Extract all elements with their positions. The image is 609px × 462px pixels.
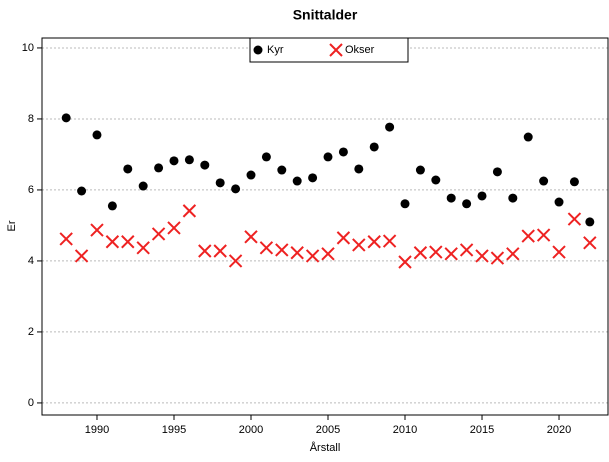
point [352,238,366,252]
x-tick-label: 2010 [393,424,417,436]
point [508,193,518,203]
point [121,235,135,249]
point [105,235,120,249]
point [169,156,179,166]
point [261,152,271,162]
point [107,201,117,211]
x-axis-label: Årstall [310,441,341,454]
point [536,228,551,242]
y-tick-label: 4 [28,255,34,267]
y-tick-label: 6 [28,184,34,196]
y-tick-label: 10 [22,42,34,54]
point [369,142,379,152]
point [90,223,104,237]
plot-frame [41,37,609,416]
point [275,243,289,257]
x-tick-label: 2020 [547,424,571,436]
x-tick-label: 2005 [316,424,340,436]
point [431,175,441,185]
point [338,147,348,157]
point [583,236,597,250]
point [123,164,133,174]
point [200,160,210,170]
point [292,176,302,186]
point [321,247,335,261]
point [398,255,412,269]
x-tick-label: 2015 [470,424,494,436]
point [567,212,582,226]
point [539,176,549,186]
point [444,247,458,261]
point [492,167,502,177]
y-tick-label: 2 [28,326,34,338]
legend-label: Kyr [267,44,284,56]
point [138,181,148,191]
point [77,186,87,196]
point [446,193,456,203]
legend-label: Okser [345,44,375,56]
point [308,173,318,183]
point [552,245,566,259]
point [367,235,381,249]
point [136,241,150,255]
x-tick-label: 1995 [162,424,186,436]
point [74,249,89,263]
point [259,241,274,255]
point [490,251,505,265]
point [244,230,258,244]
point [198,244,212,258]
legend-marker [253,45,263,55]
point [415,165,425,175]
point [290,246,304,260]
point [523,132,533,142]
point [462,199,472,209]
point [92,130,102,140]
point [385,122,395,132]
point [154,163,164,173]
point [61,113,71,123]
point [477,191,487,201]
point [521,229,535,243]
point [182,204,197,218]
legend-marker [329,43,343,57]
y-axis-label: Er [6,220,18,231]
point [554,197,564,207]
y-tick-label: 8 [28,113,34,125]
point [215,178,225,188]
point [400,199,410,209]
point [336,231,351,245]
x-tick-label: 1990 [85,424,109,436]
point [231,184,241,194]
point [585,217,595,227]
point [246,170,256,180]
point [59,232,73,246]
point [459,243,474,257]
point [354,164,364,174]
legend-box [249,37,409,63]
point [475,249,489,263]
point [228,254,243,268]
chart-title: Snittalder [293,7,358,23]
point [167,221,181,235]
point [413,246,428,260]
point [323,152,333,162]
point [305,249,320,263]
point [277,165,287,175]
point [569,177,579,187]
point [184,155,194,165]
point [429,245,443,259]
x-tick-label: 2000 [239,424,263,436]
point [151,227,166,241]
point [506,247,520,261]
point [382,234,397,248]
point [213,244,227,258]
y-tick-label: 0 [28,397,34,409]
